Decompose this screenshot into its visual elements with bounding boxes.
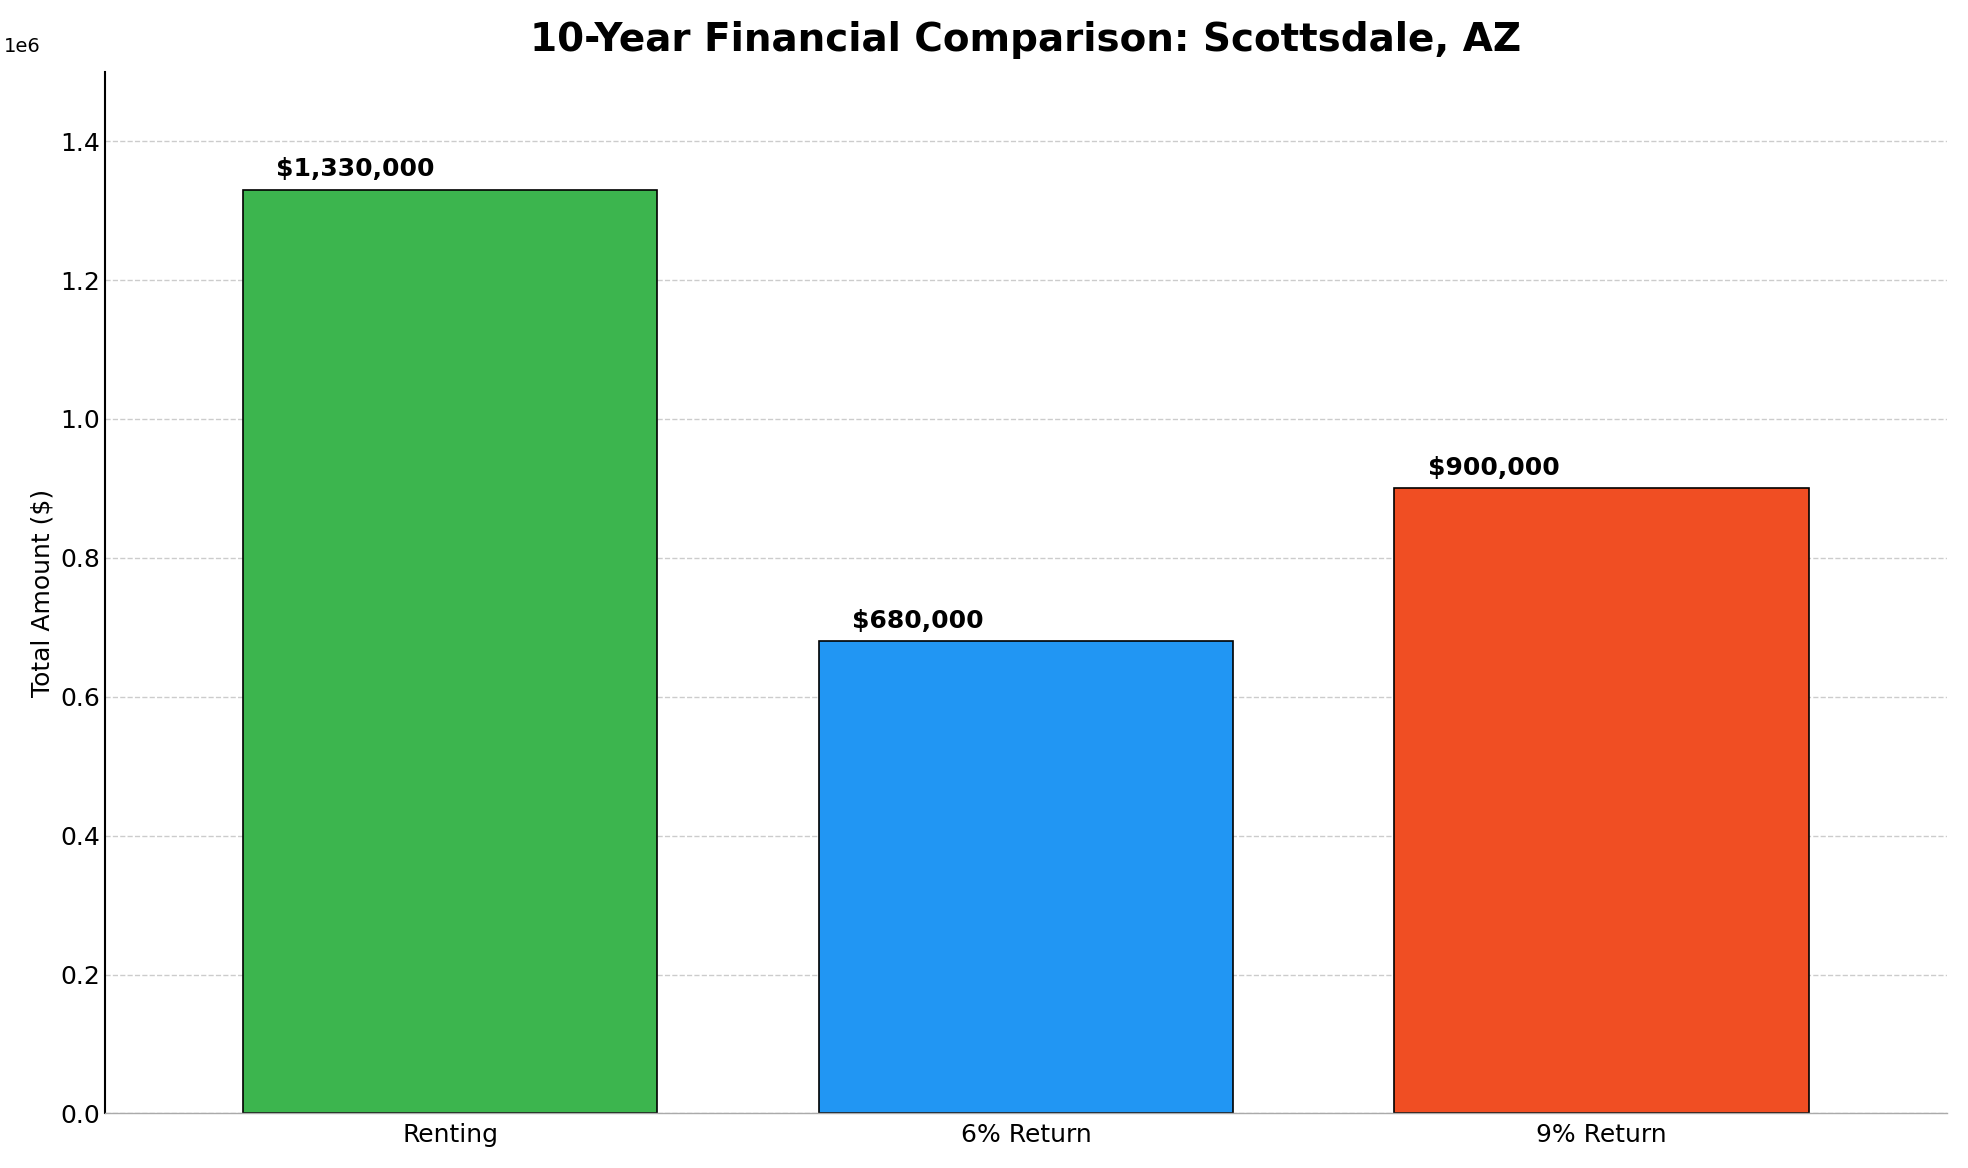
Bar	[242, 189, 657, 1113]
Text: $1,330,000: $1,330,000	[276, 158, 435, 181]
Bar	[819, 641, 1234, 1113]
Text: $900,000: $900,000	[1427, 456, 1559, 480]
Text: 1e6: 1e6	[4, 37, 39, 56]
Y-axis label: Total Amount ($): Total Amount ($)	[30, 488, 55, 696]
Title: 10-Year Financial Comparison: Scottsdale, AZ: 10-Year Financial Comparison: Scottsdale…	[531, 21, 1521, 58]
Text: $680,000: $680,000	[852, 609, 984, 633]
Bar	[1395, 488, 1809, 1113]
